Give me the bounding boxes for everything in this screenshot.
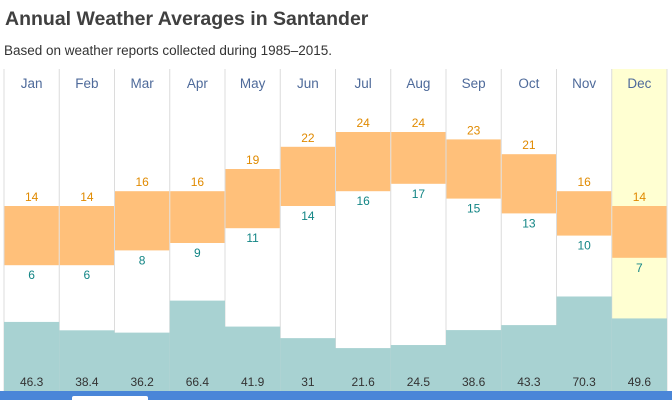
precip-bar <box>501 325 557 391</box>
low-temp-label: 13 <box>522 216 536 230</box>
precip-bar <box>280 338 336 391</box>
high-temp-label: 24 <box>412 116 426 130</box>
precip-label: 36.2 <box>130 375 154 389</box>
month-label-sep: Sep <box>462 76 486 91</box>
high-temp-label: 16 <box>191 175 205 189</box>
temp-band <box>115 191 170 251</box>
low-temp-label: 10 <box>577 239 591 253</box>
month-label-oct: Oct <box>518 76 539 91</box>
low-temp-label: 16 <box>356 194 370 208</box>
precip-label: 38.6 <box>462 375 486 389</box>
high-temp-label: 24 <box>356 116 370 130</box>
precip-bar <box>4 321 60 391</box>
precip-bar <box>114 332 170 391</box>
month-label-nov: Nov <box>572 76 596 91</box>
low-temp-label: 7 <box>636 261 643 275</box>
precip-label: 43.3 <box>517 375 541 389</box>
precip-label: 31 <box>301 375 315 389</box>
high-temp-label: 14 <box>25 190 39 204</box>
bottom-bar <box>0 391 672 400</box>
temp-band <box>501 154 556 214</box>
precip-bar <box>59 330 115 391</box>
month-label-jun: Jun <box>297 76 319 91</box>
low-temp-label: 17 <box>412 187 426 201</box>
high-temp-label: 16 <box>135 175 149 189</box>
low-temp-label: 11 <box>246 231 259 245</box>
bottom-tab[interactable] <box>72 396 148 400</box>
month-label-mar: Mar <box>131 76 155 91</box>
temp-band <box>170 191 225 243</box>
high-temp-label: 21 <box>522 138 536 152</box>
page-title: Annual Weather Averages in Santander <box>5 8 369 30</box>
precip-label: 70.3 <box>572 375 596 389</box>
low-temp-label: 15 <box>467 202 481 216</box>
high-temp-label: 19 <box>246 153 260 167</box>
high-temp-label: 16 <box>577 175 591 189</box>
low-temp-label: 6 <box>84 268 91 282</box>
low-temp-label: 6 <box>28 268 35 282</box>
precip-bar <box>611 318 667 391</box>
month-label-feb: Feb <box>75 76 98 91</box>
temp-band <box>391 132 446 184</box>
temp-band <box>4 206 59 266</box>
temp-band <box>280 146 335 206</box>
month-label-apr: Apr <box>187 76 209 91</box>
low-temp-label: 8 <box>139 253 146 267</box>
temp-band <box>59 206 114 266</box>
precip-bar <box>390 345 446 391</box>
temp-band <box>612 206 667 258</box>
precip-label: 21.6 <box>351 375 375 389</box>
high-temp-label: 22 <box>301 131 315 145</box>
precip-bar <box>169 300 225 391</box>
precip-label: 41.9 <box>241 375 265 389</box>
precip-bar <box>335 348 391 391</box>
page-subtitle: Based on weather reports collected durin… <box>4 43 332 58</box>
high-temp-label: 14 <box>80 190 94 204</box>
temp-band <box>446 139 501 199</box>
low-temp-label: 14 <box>301 209 315 223</box>
low-temp-label: 9 <box>194 246 201 260</box>
precip-bar <box>556 296 612 391</box>
month-label-aug: Aug <box>406 76 430 91</box>
precip-bar <box>225 326 281 391</box>
precip-label: 49.6 <box>628 375 652 389</box>
precip-label: 46.3 <box>20 375 44 389</box>
precip-label: 24.5 <box>407 375 431 389</box>
high-temp-label: 23 <box>467 123 481 137</box>
precip-label: 38.4 <box>75 375 99 389</box>
month-label-dec: Dec <box>627 76 651 91</box>
weather-chart: Jan 46.3 14 6 Feb 38.4 14 6 Mar 36.2 16 8 Apr 66.4 16 9… <box>3 69 668 391</box>
high-temp-label: 14 <box>633 190 647 204</box>
temp-band <box>557 191 612 236</box>
month-label-jul: Jul <box>354 76 371 91</box>
temp-band <box>336 132 391 192</box>
month-label-may: May <box>240 76 266 91</box>
precip-bar <box>446 330 502 391</box>
precip-label: 66.4 <box>186 375 210 389</box>
temp-band <box>225 169 280 229</box>
month-label-jan: Jan <box>21 76 43 91</box>
